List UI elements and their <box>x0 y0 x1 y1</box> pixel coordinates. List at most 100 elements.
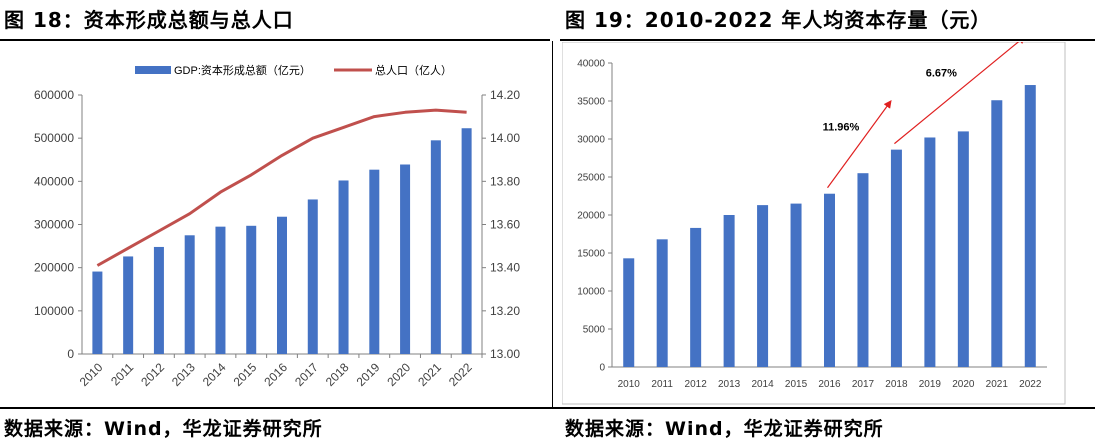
y-tick-label: 30000 <box>577 135 605 146</box>
left-chart-legend: GDP:资本形成总额（亿元） 总人口（亿人） <box>135 63 452 77</box>
left-chart: GDP:资本形成总额（亿元） 总人口（亿人） 0 100000 200000 3000… <box>34 63 520 389</box>
left-y-tick-label: 100000 <box>34 304 74 318</box>
right-chart: 0 5000 10000 15000 20000 25000 30000 35000 40000… <box>562 42 1066 405</box>
x-tick-label: 2018 <box>323 360 352 389</box>
x-tick-label: 2012 <box>685 379 708 390</box>
right-y-tick-label: 13.60 <box>490 218 520 232</box>
right-y-tick-label: 13.00 <box>490 347 520 361</box>
x-tick-label: 2021 <box>415 360 444 389</box>
x-tick-label: 2010 <box>618 379 641 390</box>
bar-capital-formation <box>277 216 287 354</box>
bar-capital-formation <box>92 271 103 354</box>
y-tick-label: 10000 <box>577 287 605 298</box>
bar-capital-formation <box>215 226 226 354</box>
y-tick-label: 25000 <box>577 173 605 184</box>
right-chart-axes: 0 5000 10000 15000 20000 25000 30000 35000 40000… <box>577 59 1047 390</box>
bar-capital-formation <box>338 180 349 354</box>
bar-capital-stock <box>790 203 802 367</box>
right-chart-title: 图 19：2010-2022 年人均资本存量（元） <box>565 8 992 32</box>
bar-capital-formation <box>123 256 134 354</box>
y-tick-label: 40000 <box>577 59 605 70</box>
legend-bar-label: GDP:资本形成总额（亿元） <box>174 63 311 77</box>
left-chart-title: 图 18：资本形成总额与总人口 <box>4 8 294 32</box>
panel-divider <box>552 41 553 407</box>
legend-bar-swatch <box>135 66 171 74</box>
x-tick-label: 2018 <box>885 379 908 390</box>
x-tick-label: 2020 <box>384 360 413 389</box>
x-tick-label: 2019 <box>354 360 383 389</box>
x-tick-label: 2015 <box>785 379 808 390</box>
x-tick-label: 2022 <box>1019 379 1042 390</box>
x-tick-label: 2017 <box>292 360 321 389</box>
left-title-rule <box>0 39 550 41</box>
x-tick-label: 2013 <box>169 360 198 389</box>
x-tick-label: 2021 <box>986 379 1009 390</box>
bar-capital-stock <box>690 227 702 367</box>
bar-capital-stock <box>623 258 635 367</box>
y-tick-label: 20000 <box>577 211 605 222</box>
right-y-tick-label: 14.00 <box>490 131 520 145</box>
bar-capital-formation <box>400 164 411 354</box>
left-y-tick-label: 0 <box>67 347 74 361</box>
left-y-tick-label: 300000 <box>34 218 74 232</box>
right-y-tick-label: 13.80 <box>490 174 520 188</box>
bar-capital-formation <box>184 235 195 354</box>
left-y-tick-label: 400000 <box>34 174 74 188</box>
left-source: 数据来源：Wind，华龙证券研究所 <box>4 418 323 440</box>
bar-capital-stock <box>723 215 735 367</box>
bar-capital-stock <box>924 137 936 367</box>
left-y-tick-label: 500000 <box>34 131 74 145</box>
x-tick-label: 2014 <box>751 379 774 390</box>
left-chart-bars <box>92 128 472 354</box>
y-tick-label: 0 <box>599 363 605 374</box>
right-y-tick-label: 14.20 <box>490 88 520 102</box>
bar-capital-formation <box>246 225 257 354</box>
bar-capital-formation <box>430 140 441 354</box>
growth-arrow <box>894 42 1026 145</box>
source-rule <box>0 407 1095 409</box>
growth-rate-label: 6.67% <box>926 67 957 79</box>
x-tick-label: 2011 <box>651 379 673 390</box>
x-tick-label: 2014 <box>200 360 229 389</box>
bar-capital-stock <box>991 100 1003 368</box>
y-tick-label: 15000 <box>577 249 605 260</box>
bar-capital-stock <box>757 205 769 367</box>
right-title-rule <box>560 39 1095 41</box>
bar-capital-stock <box>957 131 969 367</box>
x-tick-label: 2016 <box>818 379 841 390</box>
right-source: 数据来源：Wind，华龙证券研究所 <box>565 418 884 440</box>
x-tick-label: 2015 <box>231 360 260 389</box>
bar-capital-stock <box>857 173 869 367</box>
bar-capital-stock <box>824 193 835 367</box>
left-chart-line <box>96 108 467 267</box>
y-tick-label: 35000 <box>577 97 605 108</box>
x-tick-label: 2016 <box>261 360 290 389</box>
legend-line-label: 总人口（亿人） <box>375 63 452 77</box>
growth-arrow <box>827 100 892 189</box>
x-tick-label: 2020 <box>952 379 975 390</box>
bar-capital-formation <box>369 169 380 354</box>
y-tick-label: 5000 <box>583 325 606 336</box>
x-tick-label: 2022 <box>446 360 475 389</box>
bar-capital-stock <box>656 239 668 367</box>
growth-rate-label: 11.96% <box>823 122 860 134</box>
left-y-tick-label: 200000 <box>34 261 74 275</box>
right-chart-bars <box>623 85 1036 368</box>
bar-capital-formation <box>153 246 164 354</box>
x-tick-label: 2017 <box>852 379 875 390</box>
left-y-tick-label: 600000 <box>34 88 74 102</box>
bar-capital-stock <box>1024 85 1036 367</box>
x-tick-label: 2010 <box>77 360 106 389</box>
right-chart-frame <box>562 42 1066 405</box>
bar-capital-formation <box>307 199 318 354</box>
bar-capital-formation <box>461 128 472 354</box>
right-chart-annotations: 11.96% 6.67% <box>823 42 1026 189</box>
left-chart-axes: 0 100000 200000 300000 400000 500000 600000 13.… <box>34 88 520 389</box>
x-tick-label: 2013 <box>718 379 741 390</box>
right-y-tick-label: 13.40 <box>490 261 520 275</box>
x-tick-label: 2011 <box>108 360 136 388</box>
bar-capital-stock <box>890 149 902 367</box>
x-tick-label: 2012 <box>138 360 167 389</box>
x-tick-label: 2019 <box>919 379 942 390</box>
right-y-tick-label: 13.20 <box>490 304 520 318</box>
